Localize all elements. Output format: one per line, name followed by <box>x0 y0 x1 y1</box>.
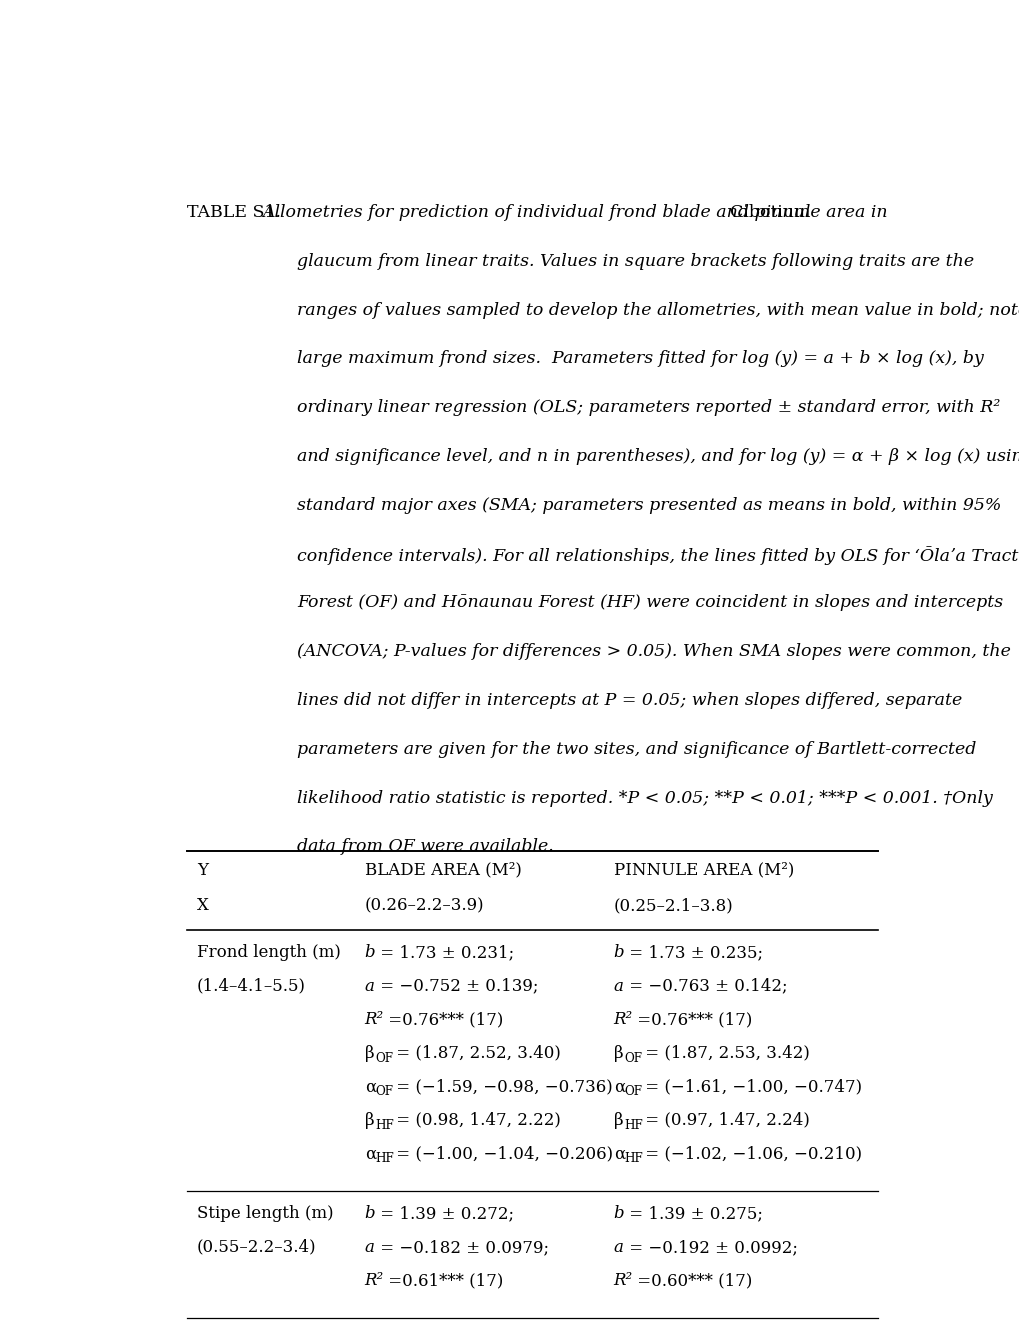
Text: = (0.98, 1.47, 2.22): = (0.98, 1.47, 2.22) <box>390 1111 560 1129</box>
Text: TABLE S1.: TABLE S1. <box>186 205 280 222</box>
Text: = −0.192 ± 0.0992;: = −0.192 ± 0.0992; <box>624 1239 797 1255</box>
Text: a: a <box>613 1239 623 1255</box>
Text: ordinary linear regression (OLS; parameters reported ± standard error, with R²: ordinary linear regression (OLS; paramet… <box>298 399 1000 416</box>
Text: (0.26–2.2–3.9): (0.26–2.2–3.9) <box>365 898 484 915</box>
Text: data from OF were available.: data from OF were available. <box>298 838 553 855</box>
Text: =0.76*** (17): =0.76*** (17) <box>631 1011 751 1028</box>
Text: Cibotium: Cibotium <box>730 205 809 222</box>
Text: β: β <box>613 1044 623 1061</box>
Text: R²: R² <box>613 1011 632 1028</box>
Text: OF: OF <box>624 1085 641 1098</box>
Text: α: α <box>613 1146 625 1163</box>
Text: (0.55–2.2–3.4): (0.55–2.2–3.4) <box>197 1239 316 1255</box>
Text: = −0.182 ± 0.0979;: = −0.182 ± 0.0979; <box>375 1239 548 1255</box>
Text: b: b <box>365 944 375 961</box>
Text: (1.4–4.1–5.5): (1.4–4.1–5.5) <box>197 978 306 994</box>
Text: β: β <box>365 1044 374 1061</box>
Text: (0.25–2.1–3.8): (0.25–2.1–3.8) <box>613 898 733 915</box>
Text: HF: HF <box>624 1119 642 1131</box>
Text: β: β <box>365 1111 374 1129</box>
Text: =0.61*** (17): =0.61*** (17) <box>382 1272 502 1290</box>
Text: = (1.87, 2.52, 3.40): = (1.87, 2.52, 3.40) <box>390 1044 560 1061</box>
Text: a: a <box>613 978 623 994</box>
Text: PINNULE AREA (M²): PINNULE AREA (M²) <box>613 862 793 879</box>
Text: = 1.73 ± 0.231;: = 1.73 ± 0.231; <box>375 944 514 961</box>
Text: X: X <box>197 898 209 915</box>
Text: α: α <box>365 1078 376 1096</box>
Text: = (1.87, 2.53, 3.42): = (1.87, 2.53, 3.42) <box>639 1044 809 1061</box>
Text: OF: OF <box>375 1085 392 1098</box>
Text: OF: OF <box>624 1052 641 1065</box>
Text: a: a <box>365 978 374 994</box>
Text: =0.60*** (17): =0.60*** (17) <box>631 1272 751 1290</box>
Text: = (−1.00, −1.04, −0.206): = (−1.00, −1.04, −0.206) <box>390 1146 612 1163</box>
Text: = (0.97, 1.47, 2.24): = (0.97, 1.47, 2.24) <box>639 1111 809 1129</box>
Text: b: b <box>613 1205 624 1222</box>
Text: = −0.752 ± 0.139;: = −0.752 ± 0.139; <box>375 978 538 994</box>
Text: HF: HF <box>375 1119 393 1131</box>
Text: b: b <box>613 944 624 961</box>
Text: = 1.73 ± 0.235;: = 1.73 ± 0.235; <box>624 944 762 961</box>
Text: R²: R² <box>365 1011 383 1028</box>
Text: a: a <box>365 1239 374 1255</box>
Text: = −0.763 ± 0.142;: = −0.763 ± 0.142; <box>624 978 787 994</box>
Text: likelihood ratio statistic is reported. *P < 0.05; **P < 0.01; ***P < 0.001. †On: likelihood ratio statistic is reported. … <box>298 789 993 807</box>
Text: =0.76*** (17): =0.76*** (17) <box>382 1011 502 1028</box>
Text: = (−1.59, −0.98, −0.736): = (−1.59, −0.98, −0.736) <box>390 1078 611 1096</box>
Text: = 1.39 ± 0.272;: = 1.39 ± 0.272; <box>375 1205 514 1222</box>
Text: α: α <box>613 1078 625 1096</box>
Text: large maximum frond sizes.  Parameters fitted for log (y) = a + b × log (x), by: large maximum frond sizes. Parameters fi… <box>298 351 983 367</box>
Text: and significance level, and n in parentheses), and for log (y) = α + β × log (x): and significance level, and n in parenth… <box>298 447 1019 465</box>
Text: = 1.39 ± 0.275;: = 1.39 ± 0.275; <box>624 1205 762 1222</box>
Text: glaucum from linear traits. Values in square brackets following traits are the: glaucum from linear traits. Values in sq… <box>298 253 973 269</box>
Text: (ANCOVA; P-values for differences > 0.05). When SMA slopes were common, the: (ANCOVA; P-values for differences > 0.05… <box>298 643 1011 660</box>
Text: Allometries for prediction of individual frond blade and pinnule area in: Allometries for prediction of individual… <box>263 205 888 222</box>
Text: = (−1.02, −1.06, −0.210): = (−1.02, −1.06, −0.210) <box>639 1146 861 1163</box>
Text: standard major axes (SMA; parameters presented as means in bold, within 95%: standard major axes (SMA; parameters pre… <box>298 496 1001 513</box>
Text: R²: R² <box>613 1272 632 1290</box>
Text: Stipe length (m): Stipe length (m) <box>197 1205 333 1222</box>
Text: Y: Y <box>197 862 208 879</box>
Text: β: β <box>613 1111 623 1129</box>
Text: OF: OF <box>375 1052 392 1065</box>
Text: R²: R² <box>365 1272 383 1290</box>
Text: parameters are given for the two sites, and significance of Bartlett-corrected: parameters are given for the two sites, … <box>298 741 976 758</box>
Text: lines did not differ in intercepts at P = 0.05; when slopes differed, separate: lines did not differ in intercepts at P … <box>298 692 962 709</box>
Text: ranges of values sampled to develop the allometries, with mean value in bold; no: ranges of values sampled to develop the … <box>298 302 1019 318</box>
Text: BLADE AREA (M²): BLADE AREA (M²) <box>365 862 521 879</box>
Text: Frond length (m): Frond length (m) <box>197 944 340 961</box>
Text: = (−1.61, −1.00, −0.747): = (−1.61, −1.00, −0.747) <box>639 1078 861 1096</box>
Text: b: b <box>365 1205 375 1222</box>
Text: HF: HF <box>624 1152 642 1166</box>
Text: α: α <box>365 1146 376 1163</box>
Text: HF: HF <box>375 1152 393 1166</box>
Text: confidence intervals). For all relationships, the lines fitted by OLS for ‘Ōlaʼa: confidence intervals). For all relations… <box>298 545 1018 565</box>
Text: Forest (OF) and Hōnaunau Forest (HF) were coincident in slopes and intercepts: Forest (OF) and Hōnaunau Forest (HF) wer… <box>298 594 1003 611</box>
